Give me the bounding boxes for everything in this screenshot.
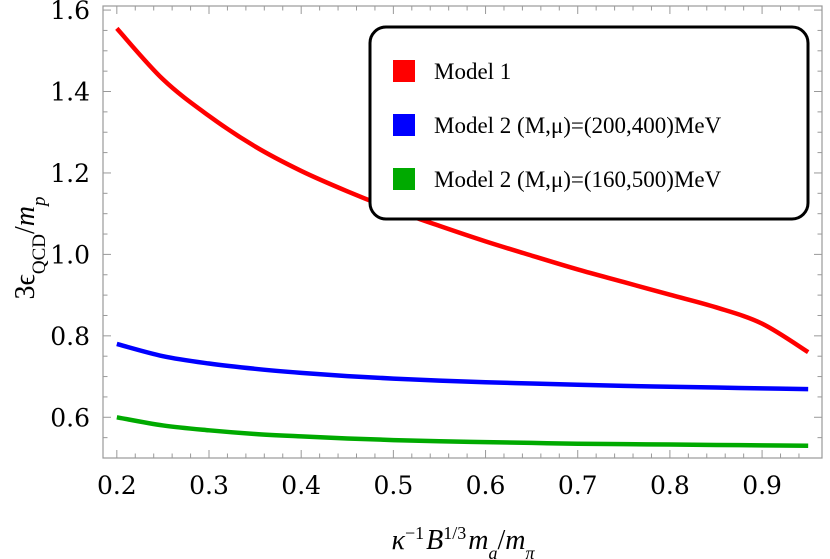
series-line-1 (115, 26, 810, 355)
x-axis-label: κ−1B1/3ma/mπ (391, 523, 535, 559)
x-tick-label: 0.4 (281, 471, 321, 500)
y-tick-label: 1.0 (50, 240, 90, 269)
legend-box (368, 25, 810, 221)
series-line-3 (116, 415, 809, 449)
x-tick-label: 0.9 (742, 471, 782, 500)
legend-swatch (393, 114, 415, 136)
legend-label: Model 2 (M,μ)=(200,400)MeV (434, 113, 722, 138)
legend-label: Model 2 (M,μ)=(160,500)MeV (434, 167, 722, 192)
x-tick-label: 0.5 (373, 471, 413, 500)
legend-swatch (393, 168, 415, 190)
legend-swatch (393, 60, 415, 82)
legend-label: Model 1 (434, 59, 511, 84)
series-line-2 (116, 341, 809, 392)
x-tick-label: 0.6 (466, 471, 506, 500)
y-tick-label: 1.6 (50, 0, 90, 25)
y-tick-label: 0.8 (50, 322, 90, 351)
x-tick-label: 0.3 (189, 471, 229, 500)
legend: Model 1 Model 2 (M,μ)=(200,400)MeV Model 2… (368, 25, 810, 221)
x-tick-label: 0.8 (650, 471, 690, 500)
x-tick-label: 0.7 (558, 471, 598, 500)
y-axis-label: 3ϵQCD/mp (10, 197, 50, 300)
y-tick-label: 0.6 (50, 403, 90, 432)
plot-frame (102, 5, 823, 459)
x-tick-label: 0.2 (97, 471, 137, 500)
y-tick-label: 1.4 (50, 78, 90, 107)
y-tick-label: 1.2 (50, 159, 90, 188)
